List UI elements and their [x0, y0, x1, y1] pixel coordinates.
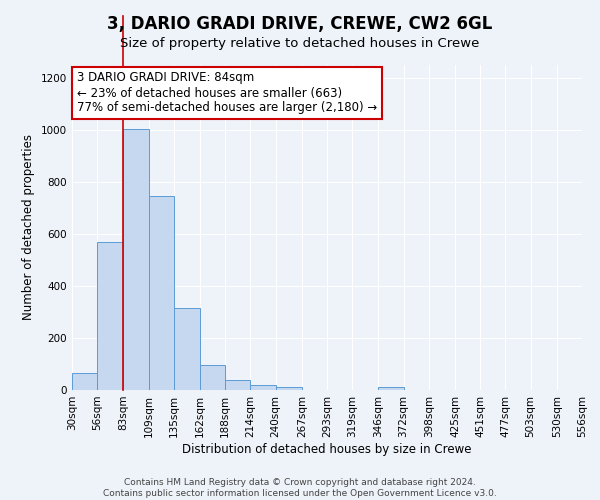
Text: 3 DARIO GRADI DRIVE: 84sqm
← 23% of detached houses are smaller (663)
77% of sem: 3 DARIO GRADI DRIVE: 84sqm ← 23% of deta… [77, 72, 377, 114]
Text: 3, DARIO GRADI DRIVE, CREWE, CW2 6GL: 3, DARIO GRADI DRIVE, CREWE, CW2 6GL [107, 15, 493, 33]
Bar [124, 128, 149, 390]
Bar [174, 308, 200, 390]
Bar [275, 388, 302, 390]
Bar [225, 380, 250, 390]
Bar [72, 373, 97, 390]
Bar [149, 196, 174, 390]
Bar [97, 242, 124, 390]
X-axis label: Distribution of detached houses by size in Crewe: Distribution of detached houses by size … [182, 442, 472, 456]
Bar [379, 388, 404, 390]
Bar [200, 366, 225, 390]
Text: Contains HM Land Registry data © Crown copyright and database right 2024.
Contai: Contains HM Land Registry data © Crown c… [103, 478, 497, 498]
Bar [250, 385, 275, 390]
Text: Size of property relative to detached houses in Crewe: Size of property relative to detached ho… [121, 38, 479, 51]
Y-axis label: Number of detached properties: Number of detached properties [22, 134, 35, 320]
